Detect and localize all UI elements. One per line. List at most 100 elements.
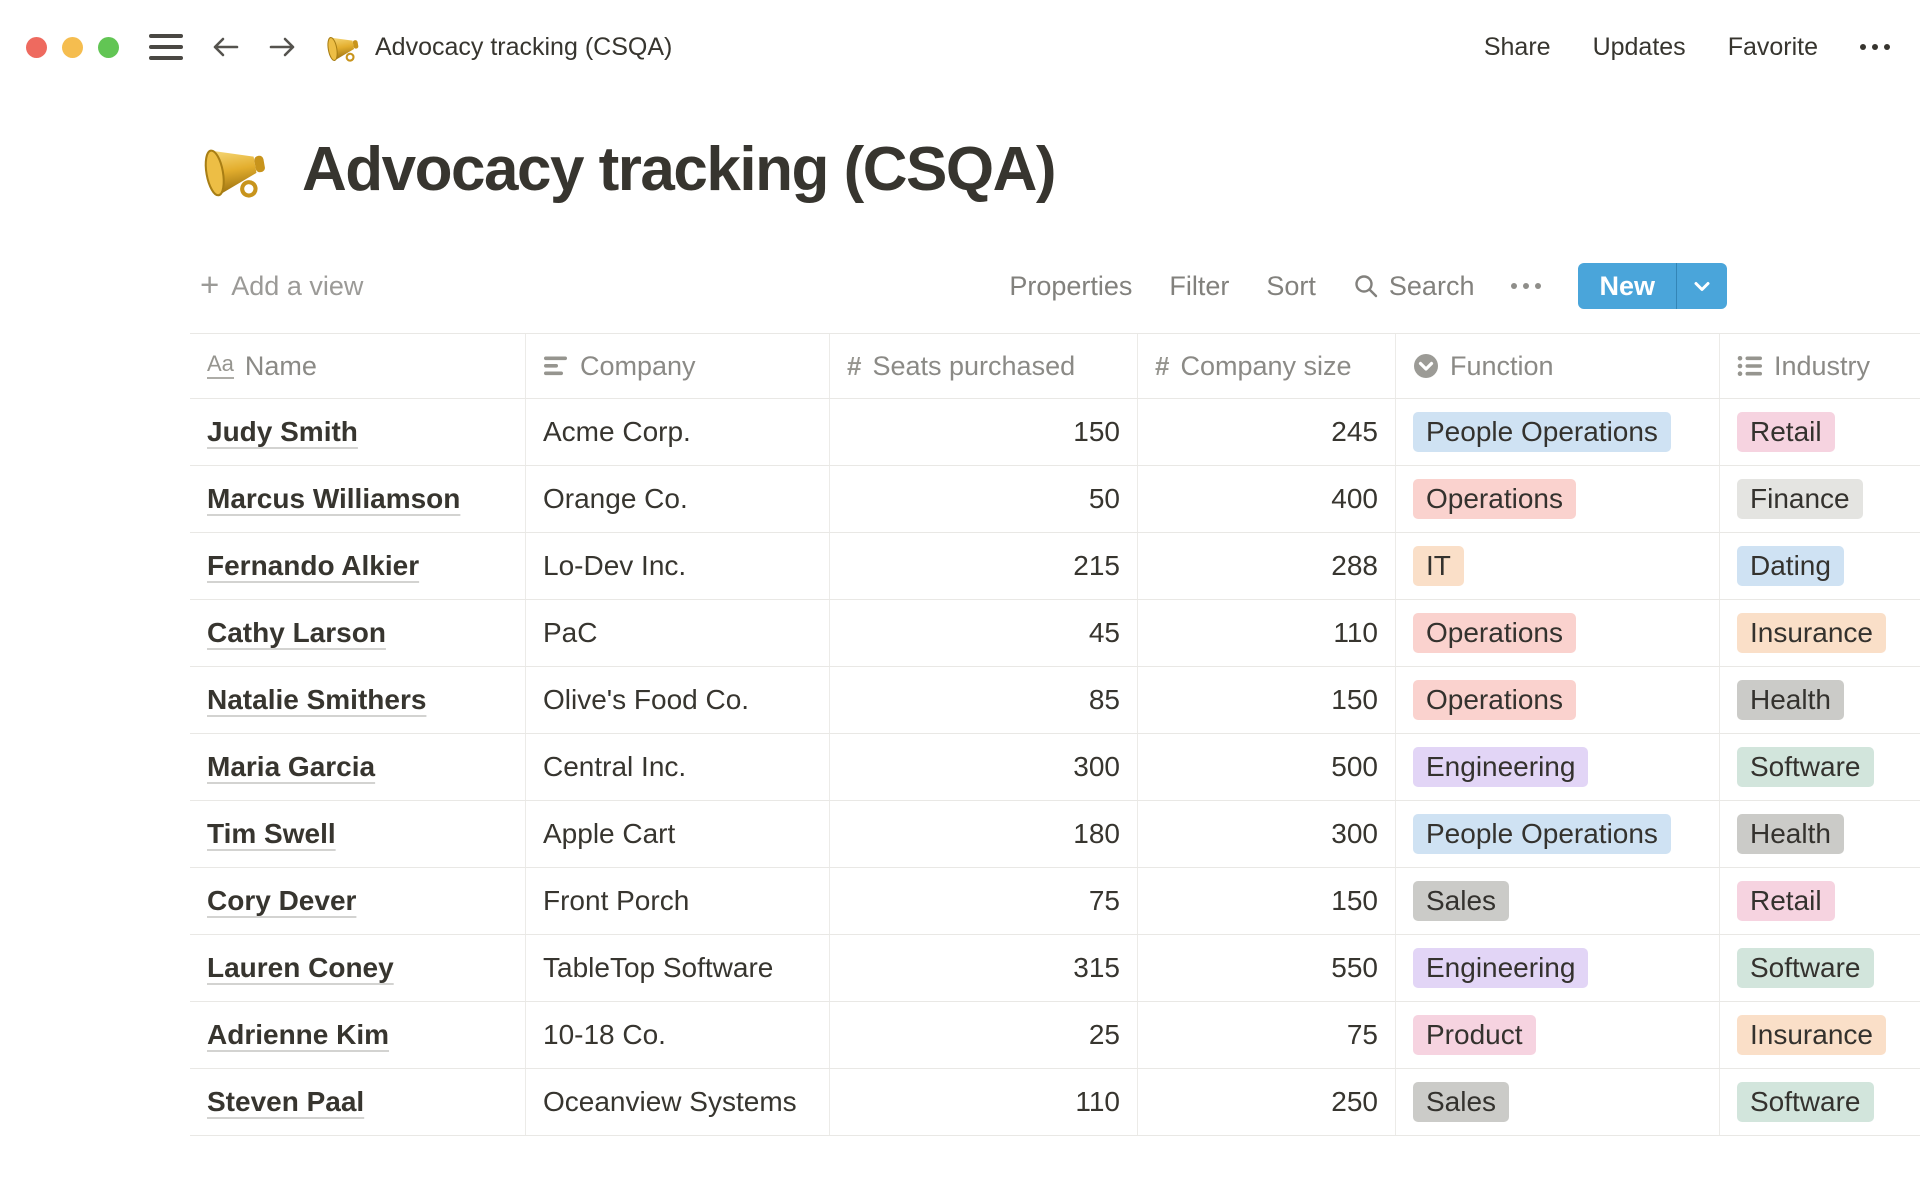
cell-industry[interactable]: Health [1720, 801, 1920, 867]
cell-industry[interactable]: Finance [1720, 466, 1920, 532]
cell-seats-purchased[interactable]: 85 [830, 667, 1138, 733]
page-link[interactable]: Fernando Alkier [207, 550, 420, 581]
search-button[interactable]: Search [1353, 271, 1474, 302]
chevron-down-icon[interactable] [1677, 263, 1727, 309]
cell-company-size[interactable]: 300 [1138, 801, 1396, 867]
page-link[interactable]: Steven Paal [207, 1086, 365, 1117]
cell-company-size[interactable]: 500 [1138, 734, 1396, 800]
cell-seats-purchased[interactable]: 150 [830, 399, 1138, 465]
cell-industry[interactable]: Insurance [1720, 1002, 1920, 1068]
page-link[interactable]: Adrienne Kim [207, 1019, 390, 1050]
sidebar-toggle-icon[interactable] [149, 34, 183, 60]
cell-company[interactable]: Apple Cart [526, 801, 830, 867]
cell-seats-purchased[interactable]: 110 [830, 1069, 1138, 1135]
filter-button[interactable]: Filter [1169, 270, 1230, 301]
cell-name[interactable]: Tim Swell [190, 801, 526, 867]
cell-seats-purchased[interactable]: 315 [830, 935, 1138, 1001]
close-window-button[interactable] [26, 36, 47, 58]
cell-company[interactable]: Lo-Dev Inc. [526, 533, 830, 599]
cell-name[interactable]: Steven Paal [190, 1069, 526, 1135]
cell-name[interactable]: Cory Dever [190, 868, 526, 934]
cell-name[interactable]: Judy Smith [190, 399, 526, 465]
column-header-company-size[interactable]: # Company size [1138, 334, 1396, 398]
favorite-button[interactable]: Favorite [1727, 32, 1818, 61]
cell-function[interactable]: Engineering [1396, 734, 1720, 800]
cell-company[interactable]: Central Inc. [526, 734, 830, 800]
cell-company[interactable]: Orange Co. [526, 466, 830, 532]
forward-icon[interactable] [267, 31, 299, 63]
cell-industry[interactable]: Software [1720, 734, 1920, 800]
page-link[interactable]: Natalie Smithers [207, 684, 427, 715]
cell-seats-purchased[interactable]: 25 [830, 1002, 1138, 1068]
cell-industry[interactable]: Software [1720, 935, 1920, 1001]
cell-industry[interactable]: Retail [1720, 399, 1920, 465]
page-link[interactable]: Lauren Coney [207, 952, 394, 983]
cell-company[interactable]: Olive's Food Co. [526, 667, 830, 733]
cell-function[interactable]: People Operations [1396, 399, 1720, 465]
cell-function[interactable]: IT [1396, 533, 1720, 599]
column-header-company[interactable]: Company [526, 334, 830, 398]
cell-company-size[interactable]: 150 [1138, 868, 1396, 934]
cell-seats-purchased[interactable]: 50 [830, 466, 1138, 532]
cell-seats-purchased[interactable]: 180 [830, 801, 1138, 867]
new-button[interactable]: New [1578, 263, 1727, 309]
cell-company-size[interactable]: 400 [1138, 466, 1396, 532]
cell-function[interactable]: Operations [1396, 466, 1720, 532]
cell-name[interactable]: Fernando Alkier [190, 533, 526, 599]
page-link[interactable]: Marcus Williamson [207, 483, 461, 514]
share-button[interactable]: Share [1483, 32, 1551, 61]
minimize-window-button[interactable] [62, 36, 83, 58]
page-link[interactable]: Maria Garcia [207, 751, 376, 782]
page-link[interactable]: Cory Dever [207, 885, 357, 916]
cell-seats-purchased[interactable]: 75 [830, 868, 1138, 934]
cell-function[interactable]: Product [1396, 1002, 1720, 1068]
cell-seats-purchased[interactable]: 300 [830, 734, 1138, 800]
cell-name[interactable]: Lauren Coney [190, 935, 526, 1001]
cell-name[interactable]: Maria Garcia [190, 734, 526, 800]
cell-name[interactable]: Adrienne Kim [190, 1002, 526, 1068]
cell-company-size[interactable]: 245 [1138, 399, 1396, 465]
cell-name[interactable]: Natalie Smithers [190, 667, 526, 733]
cell-industry[interactable]: Retail [1720, 868, 1920, 934]
column-header-seats-purchased[interactable]: # Seats purchased [830, 334, 1138, 398]
maximize-window-button[interactable] [98, 36, 119, 58]
cell-company[interactable]: PaC [526, 600, 830, 666]
new-button-label[interactable]: New [1599, 270, 1655, 301]
column-header-function[interactable]: Function [1396, 334, 1720, 398]
page-link[interactable]: Cathy Larson [207, 617, 386, 648]
column-header-industry[interactable]: Industry [1720, 334, 1920, 398]
cell-company[interactable]: Oceanview Systems [526, 1069, 830, 1135]
cell-company-size[interactable]: 75 [1138, 1002, 1396, 1068]
page-link[interactable]: Judy Smith [207, 416, 358, 447]
cell-function[interactable]: Sales [1396, 1069, 1720, 1135]
view-more-options-icon[interactable] [1511, 283, 1542, 289]
cell-industry[interactable]: Software [1720, 1069, 1920, 1135]
cell-function[interactable]: Engineering [1396, 935, 1720, 1001]
page-icon-megaphone[interactable] [200, 132, 274, 206]
sort-button[interactable]: Sort [1266, 270, 1316, 301]
cell-company[interactable]: Front Porch [526, 868, 830, 934]
cell-company[interactable]: 10-18 Co. [526, 1002, 830, 1068]
cell-company-size[interactable]: 110 [1138, 600, 1396, 666]
cell-seats-purchased[interactable]: 215 [830, 533, 1138, 599]
cell-function[interactable]: Operations [1396, 600, 1720, 666]
updates-button[interactable]: Updates [1592, 32, 1686, 61]
column-header-name[interactable]: Aa Name [190, 334, 526, 398]
page-link[interactable]: Tim Swell [207, 818, 336, 849]
cell-function[interactable]: Operations [1396, 667, 1720, 733]
add-view-button[interactable]: + Add a view [200, 268, 363, 302]
cell-company[interactable]: Acme Corp. [526, 399, 830, 465]
cell-name[interactable]: Marcus Williamson [190, 466, 526, 532]
properties-button[interactable]: Properties [1009, 270, 1133, 301]
cell-industry[interactable]: Health [1720, 667, 1920, 733]
cell-company-size[interactable]: 288 [1138, 533, 1396, 599]
cell-seats-purchased[interactable]: 45 [830, 600, 1138, 666]
cell-company-size[interactable]: 150 [1138, 667, 1396, 733]
cell-industry[interactable]: Insurance [1720, 600, 1920, 666]
cell-name[interactable]: Cathy Larson [190, 600, 526, 666]
more-options-icon[interactable] [1860, 44, 1890, 50]
cell-function[interactable]: People Operations [1396, 801, 1720, 867]
cell-company-size[interactable]: 550 [1138, 935, 1396, 1001]
cell-industry[interactable]: Dating [1720, 533, 1920, 599]
cell-company[interactable]: TableTop Software [526, 935, 830, 1001]
